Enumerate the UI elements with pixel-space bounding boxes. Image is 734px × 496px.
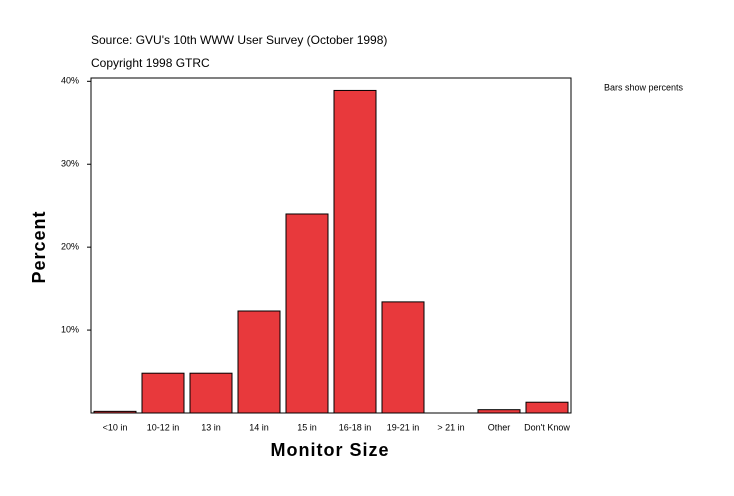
chart-title: Source: GVU's 10th WWW User Survey (Octo… [91, 33, 387, 47]
y-axis-title: Percent [29, 210, 49, 283]
x-tick-label: Other [488, 422, 511, 432]
y-tick-label: 30% [61, 159, 79, 169]
bar [93, 410, 137, 414]
chart-subtitle: Copyright 1998 GTRC [91, 56, 210, 70]
y-tick-label: 20% [61, 242, 79, 252]
bar [477, 409, 521, 414]
annotation: Bars show percents [604, 82, 684, 92]
x-tick-label: <10 in [103, 422, 128, 432]
bar [141, 372, 185, 414]
bar [381, 301, 425, 414]
x-tick-label: 15 in [297, 422, 317, 432]
x-tick-label: > 21 in [437, 422, 464, 432]
x-tick-label: Don't Know [524, 422, 570, 432]
x-tick-label: 19-21 in [387, 422, 420, 432]
bar [525, 401, 569, 414]
x-tick-label: 14 in [249, 422, 269, 432]
bar [333, 89, 377, 414]
x-tick-label: 10-12 in [147, 422, 180, 432]
y-tick-label: 40% [61, 76, 79, 86]
x-tick-label: 16-18 in [339, 422, 372, 432]
x-axis-title: Monitor Size [271, 440, 390, 460]
y-tick-label: 10% [61, 324, 79, 334]
bar [189, 372, 233, 414]
bar [285, 213, 329, 414]
bar [237, 310, 281, 414]
plot-frame [90, 77, 572, 414]
x-tick-label: 13 in [201, 422, 221, 432]
